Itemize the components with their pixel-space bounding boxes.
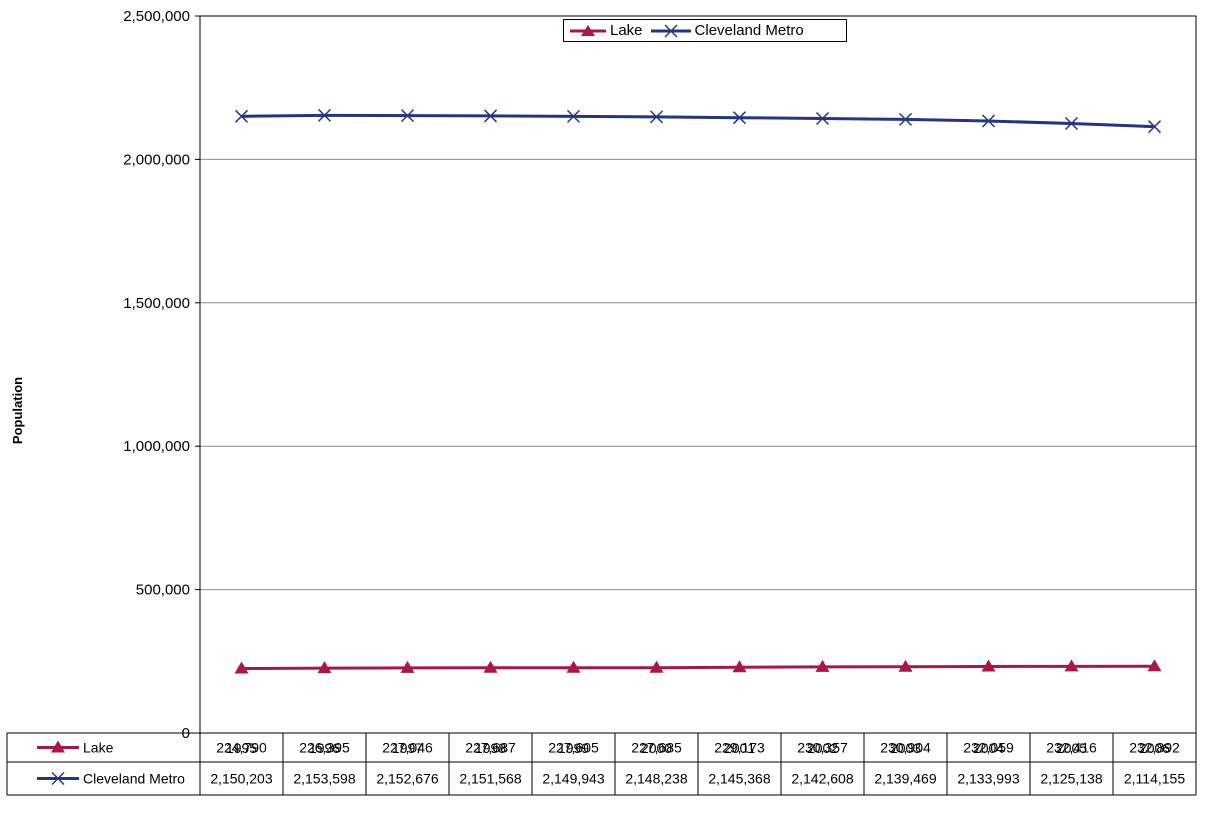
x-tick-label: 2000 (641, 740, 672, 756)
lake-point (234, 661, 249, 674)
table-value: 232,892 (1129, 740, 1180, 756)
cleveland-metro-point (649, 110, 664, 124)
x-tick-label: 2006 (1139, 740, 1170, 756)
x-tick-label: 2002 (807, 740, 838, 756)
point-stroke (483, 109, 498, 123)
legend: Lake Cleveland Metro (563, 19, 847, 42)
point-stroke (1147, 120, 1162, 134)
point-stroke (815, 111, 830, 126)
lake-point (317, 661, 332, 674)
point-stroke (898, 112, 913, 126)
point-stroke (649, 110, 664, 124)
cleveland-metro-point (1147, 120, 1162, 134)
cleveland-metro-point (483, 109, 498, 123)
table-value: 227,685 (631, 740, 682, 756)
y-tick-label: 500,000 (136, 582, 190, 599)
lake-point (483, 660, 498, 673)
legend-item-lake: Lake (568, 22, 643, 39)
table-value: 2,153,598 (293, 771, 355, 787)
table-value: 2,152,676 (376, 771, 438, 787)
table-value: 224,790 (216, 740, 267, 756)
y-tick-label: 2,000,000 (123, 151, 190, 168)
point-stroke (234, 109, 249, 123)
y-tick-label: 2,500,000 (123, 8, 190, 25)
y-axis: 0500,0001,000,0001,500,0002,000,0002,500… (123, 8, 200, 742)
y-tick-label: 1,500,000 (123, 295, 190, 312)
table-value: 229,173 (714, 740, 765, 756)
table-value: 2,125,138 (1040, 771, 1102, 787)
x-tick-label: 1998 (475, 740, 506, 756)
x-tick-label: 2004 (973, 740, 1004, 756)
cleveland-metro-point (1064, 116, 1079, 131)
legend-cleveland-metro-marker-icon (650, 23, 691, 38)
table-series-name: Lake (83, 740, 114, 756)
lake-point (400, 660, 415, 673)
legend-label-lake: Lake (610, 22, 643, 39)
lake-point (981, 659, 996, 672)
x-tick-label: 1995 (226, 740, 257, 756)
lake-point (649, 660, 664, 673)
x-tick-label: 1996 (309, 740, 340, 756)
table-value: 232,416 (1046, 740, 1097, 756)
legend-item-cleveland-metro: Cleveland Metro (649, 22, 804, 39)
table-value: 2,151,568 (459, 771, 521, 787)
point-stroke (566, 109, 581, 123)
cleveland-metro-point (898, 112, 913, 126)
table-series-name: Cleveland Metro (83, 771, 185, 787)
data-table: 1995 1996 1997 1998 1999 2000 2001 2002 2003 2004… (6, 16, 1197, 796)
cleveland-metro-point (400, 109, 415, 123)
lake-point (1064, 659, 1079, 672)
y-axis-title-text: Population (10, 376, 26, 444)
point-stroke (1064, 116, 1079, 131)
lake-point (1147, 659, 1162, 672)
lake-point (566, 660, 581, 673)
table-key-triangle-icon (51, 740, 65, 753)
table-value: 227,046 (382, 740, 433, 756)
y-axis-title: Population (4, 320, 32, 500)
series-lines (234, 108, 1162, 674)
legend-label-cleveland-metro: Cleveland Metro (694, 22, 804, 39)
table-value: 227,687 (465, 740, 516, 756)
table-value: 230,904 (880, 740, 931, 756)
x-tick-label: 1997 (392, 740, 423, 756)
x-tick-label: 2003 (890, 740, 921, 756)
lake-point (815, 659, 830, 672)
table-value: 2,114,155 (1124, 771, 1185, 787)
table-value: 232,059 (963, 740, 1014, 756)
x-tick-label: 1999 (558, 740, 589, 756)
lake-point (732, 660, 747, 673)
table-value: 227,605 (548, 740, 599, 756)
table-value: 2,139,469 (874, 771, 936, 787)
y-tick-label: 1,000,000 (123, 438, 190, 455)
table-value: 2,148,238 (625, 771, 687, 787)
cleveland-metro-point (732, 111, 747, 125)
cleveland-metro-point (234, 109, 249, 123)
series-line-0 (241, 664, 1155, 671)
table-value: 230,357 (797, 740, 848, 756)
point-stroke (732, 111, 747, 125)
point-stroke (981, 114, 996, 128)
x-tick-label: 2001 (724, 740, 755, 756)
point-stroke (400, 109, 415, 123)
table-value: 2,133,993 (957, 771, 1019, 787)
cleveland-metro-point (566, 109, 581, 123)
point-stroke (317, 108, 332, 122)
cleveland-metro-point (981, 114, 996, 128)
table-value: 2,142,608 (791, 771, 853, 787)
x-tick-label: 2005 (1056, 740, 1087, 756)
table-value: 2,150,203 (210, 771, 272, 787)
cleveland-metro-point (317, 108, 332, 122)
lake-point (898, 659, 913, 672)
table-key-x-icon (51, 771, 65, 786)
table-value: 226,395 (299, 740, 350, 756)
table-value: 2,145,368 (708, 771, 770, 787)
cleveland-metro-point (815, 111, 830, 126)
series-line-1 (241, 113, 1155, 129)
table-value: 2,149,943 (542, 771, 604, 787)
legend-lake-marker-icon (570, 24, 606, 36)
